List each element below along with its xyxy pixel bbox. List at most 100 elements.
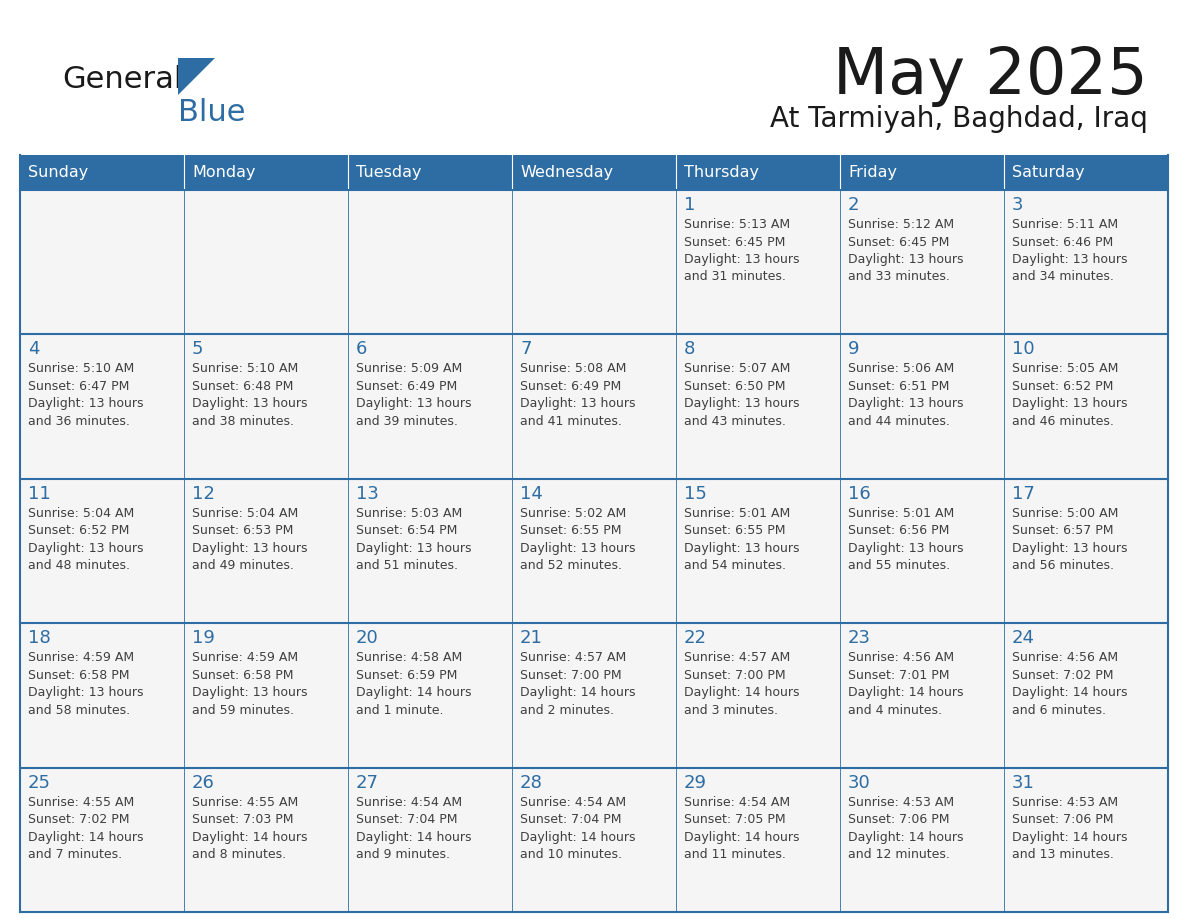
Text: 14: 14 <box>520 485 543 503</box>
Text: 23: 23 <box>848 629 871 647</box>
Text: Sunrise: 5:11 AM
Sunset: 6:46 PM
Daylight: 13 hours
and 34 minutes.: Sunrise: 5:11 AM Sunset: 6:46 PM Dayligh… <box>1012 218 1127 284</box>
Text: 2: 2 <box>848 196 859 214</box>
Text: 28: 28 <box>520 774 543 791</box>
Bar <box>676 479 840 623</box>
Polygon shape <box>178 58 215 95</box>
Text: Sunrise: 5:12 AM
Sunset: 6:45 PM
Daylight: 13 hours
and 33 minutes.: Sunrise: 5:12 AM Sunset: 6:45 PM Dayligh… <box>848 218 963 284</box>
Bar <box>184 155 348 190</box>
Text: 25: 25 <box>29 774 51 791</box>
Text: Sunrise: 5:01 AM
Sunset: 6:56 PM
Daylight: 13 hours
and 55 minutes.: Sunrise: 5:01 AM Sunset: 6:56 PM Dayligh… <box>848 507 963 572</box>
Text: Sunrise: 5:02 AM
Sunset: 6:55 PM
Daylight: 13 hours
and 52 minutes.: Sunrise: 5:02 AM Sunset: 6:55 PM Dayligh… <box>520 507 636 572</box>
Text: Sunrise: 4:54 AM
Sunset: 7:04 PM
Daylight: 14 hours
and 9 minutes.: Sunrise: 4:54 AM Sunset: 7:04 PM Dayligh… <box>356 796 472 861</box>
Text: 24: 24 <box>1012 629 1035 647</box>
Text: Friday: Friday <box>848 165 897 180</box>
Text: 16: 16 <box>848 485 871 503</box>
Bar <box>184 767 348 912</box>
Bar <box>20 155 184 190</box>
Bar <box>676 767 840 912</box>
Text: 19: 19 <box>192 629 215 647</box>
Text: 4: 4 <box>29 341 39 358</box>
Text: 26: 26 <box>192 774 215 791</box>
Text: Sunrise: 4:59 AM
Sunset: 6:58 PM
Daylight: 13 hours
and 58 minutes.: Sunrise: 4:59 AM Sunset: 6:58 PM Dayligh… <box>29 651 144 717</box>
Bar <box>512 190 676 334</box>
Text: Sunrise: 4:57 AM
Sunset: 7:00 PM
Daylight: 14 hours
and 2 minutes.: Sunrise: 4:57 AM Sunset: 7:00 PM Dayligh… <box>520 651 636 717</box>
Bar <box>512 623 676 767</box>
Bar <box>184 190 348 334</box>
Text: 9: 9 <box>848 341 859 358</box>
Bar <box>1004 623 1168 767</box>
Bar <box>676 155 840 190</box>
Text: Sunrise: 5:13 AM
Sunset: 6:45 PM
Daylight: 13 hours
and 31 minutes.: Sunrise: 5:13 AM Sunset: 6:45 PM Dayligh… <box>684 218 800 284</box>
Bar <box>1004 334 1168 479</box>
Bar <box>676 623 840 767</box>
Bar <box>348 334 512 479</box>
Text: 22: 22 <box>684 629 707 647</box>
Text: 1: 1 <box>684 196 695 214</box>
Text: Sunrise: 4:59 AM
Sunset: 6:58 PM
Daylight: 13 hours
and 59 minutes.: Sunrise: 4:59 AM Sunset: 6:58 PM Dayligh… <box>192 651 308 717</box>
Text: Sunrise: 4:55 AM
Sunset: 7:02 PM
Daylight: 14 hours
and 7 minutes.: Sunrise: 4:55 AM Sunset: 7:02 PM Dayligh… <box>29 796 144 861</box>
Text: Sunday: Sunday <box>29 165 88 180</box>
Bar <box>20 767 184 912</box>
Text: Thursday: Thursday <box>684 165 759 180</box>
Bar <box>840 190 1004 334</box>
Text: General: General <box>62 65 183 94</box>
Text: Sunrise: 5:04 AM
Sunset: 6:52 PM
Daylight: 13 hours
and 48 minutes.: Sunrise: 5:04 AM Sunset: 6:52 PM Dayligh… <box>29 507 144 572</box>
Text: Sunrise: 5:04 AM
Sunset: 6:53 PM
Daylight: 13 hours
and 49 minutes.: Sunrise: 5:04 AM Sunset: 6:53 PM Dayligh… <box>192 507 308 572</box>
Text: Sunrise: 4:53 AM
Sunset: 7:06 PM
Daylight: 14 hours
and 13 minutes.: Sunrise: 4:53 AM Sunset: 7:06 PM Dayligh… <box>1012 796 1127 861</box>
Text: 3: 3 <box>1012 196 1024 214</box>
Text: 11: 11 <box>29 485 51 503</box>
Text: 21: 21 <box>520 629 543 647</box>
Bar <box>676 190 840 334</box>
Bar <box>348 155 512 190</box>
Text: Tuesday: Tuesday <box>356 165 422 180</box>
Text: At Tarmiyah, Baghdad, Iraq: At Tarmiyah, Baghdad, Iraq <box>770 105 1148 133</box>
Text: Sunrise: 4:53 AM
Sunset: 7:06 PM
Daylight: 14 hours
and 12 minutes.: Sunrise: 4:53 AM Sunset: 7:06 PM Dayligh… <box>848 796 963 861</box>
Text: 29: 29 <box>684 774 707 791</box>
Text: Sunrise: 4:54 AM
Sunset: 7:05 PM
Daylight: 14 hours
and 11 minutes.: Sunrise: 4:54 AM Sunset: 7:05 PM Dayligh… <box>684 796 800 861</box>
Bar <box>184 479 348 623</box>
Bar <box>840 334 1004 479</box>
Bar <box>840 767 1004 912</box>
Text: Sunrise: 4:55 AM
Sunset: 7:03 PM
Daylight: 14 hours
and 8 minutes.: Sunrise: 4:55 AM Sunset: 7:03 PM Dayligh… <box>192 796 308 861</box>
Text: Sunrise: 4:56 AM
Sunset: 7:02 PM
Daylight: 14 hours
and 6 minutes.: Sunrise: 4:56 AM Sunset: 7:02 PM Dayligh… <box>1012 651 1127 717</box>
Text: Blue: Blue <box>178 98 246 127</box>
Text: 20: 20 <box>356 629 379 647</box>
Bar <box>512 767 676 912</box>
Text: Sunrise: 5:10 AM
Sunset: 6:47 PM
Daylight: 13 hours
and 36 minutes.: Sunrise: 5:10 AM Sunset: 6:47 PM Dayligh… <box>29 363 144 428</box>
Text: Sunrise: 4:56 AM
Sunset: 7:01 PM
Daylight: 14 hours
and 4 minutes.: Sunrise: 4:56 AM Sunset: 7:01 PM Dayligh… <box>848 651 963 717</box>
Text: Sunrise: 4:57 AM
Sunset: 7:00 PM
Daylight: 14 hours
and 3 minutes.: Sunrise: 4:57 AM Sunset: 7:00 PM Dayligh… <box>684 651 800 717</box>
Bar <box>20 623 184 767</box>
Text: 6: 6 <box>356 341 367 358</box>
Text: Wednesday: Wednesday <box>520 165 613 180</box>
Text: Monday: Monday <box>192 165 255 180</box>
Text: 10: 10 <box>1012 341 1035 358</box>
Text: 7: 7 <box>520 341 531 358</box>
Text: Sunrise: 5:08 AM
Sunset: 6:49 PM
Daylight: 13 hours
and 41 minutes.: Sunrise: 5:08 AM Sunset: 6:49 PM Dayligh… <box>520 363 636 428</box>
Text: Sunrise: 5:10 AM
Sunset: 6:48 PM
Daylight: 13 hours
and 38 minutes.: Sunrise: 5:10 AM Sunset: 6:48 PM Dayligh… <box>192 363 308 428</box>
Bar <box>348 767 512 912</box>
Bar <box>348 623 512 767</box>
Bar <box>1004 155 1168 190</box>
Text: 27: 27 <box>356 774 379 791</box>
Text: Sunrise: 4:54 AM
Sunset: 7:04 PM
Daylight: 14 hours
and 10 minutes.: Sunrise: 4:54 AM Sunset: 7:04 PM Dayligh… <box>520 796 636 861</box>
Bar <box>840 155 1004 190</box>
Bar <box>1004 479 1168 623</box>
Text: 5: 5 <box>192 341 203 358</box>
Bar <box>512 334 676 479</box>
Bar <box>20 479 184 623</box>
Text: Sunrise: 5:09 AM
Sunset: 6:49 PM
Daylight: 13 hours
and 39 minutes.: Sunrise: 5:09 AM Sunset: 6:49 PM Dayligh… <box>356 363 472 428</box>
Bar <box>184 334 348 479</box>
Text: 15: 15 <box>684 485 707 503</box>
Bar <box>184 623 348 767</box>
Text: Sunrise: 5:03 AM
Sunset: 6:54 PM
Daylight: 13 hours
and 51 minutes.: Sunrise: 5:03 AM Sunset: 6:54 PM Dayligh… <box>356 507 472 572</box>
Text: 17: 17 <box>1012 485 1035 503</box>
Bar <box>348 479 512 623</box>
Bar <box>512 479 676 623</box>
Text: 8: 8 <box>684 341 695 358</box>
Text: 30: 30 <box>848 774 871 791</box>
Bar <box>1004 190 1168 334</box>
Text: Sunrise: 5:01 AM
Sunset: 6:55 PM
Daylight: 13 hours
and 54 minutes.: Sunrise: 5:01 AM Sunset: 6:55 PM Dayligh… <box>684 507 800 572</box>
Bar <box>840 479 1004 623</box>
Bar <box>840 623 1004 767</box>
Text: May 2025: May 2025 <box>833 45 1148 107</box>
